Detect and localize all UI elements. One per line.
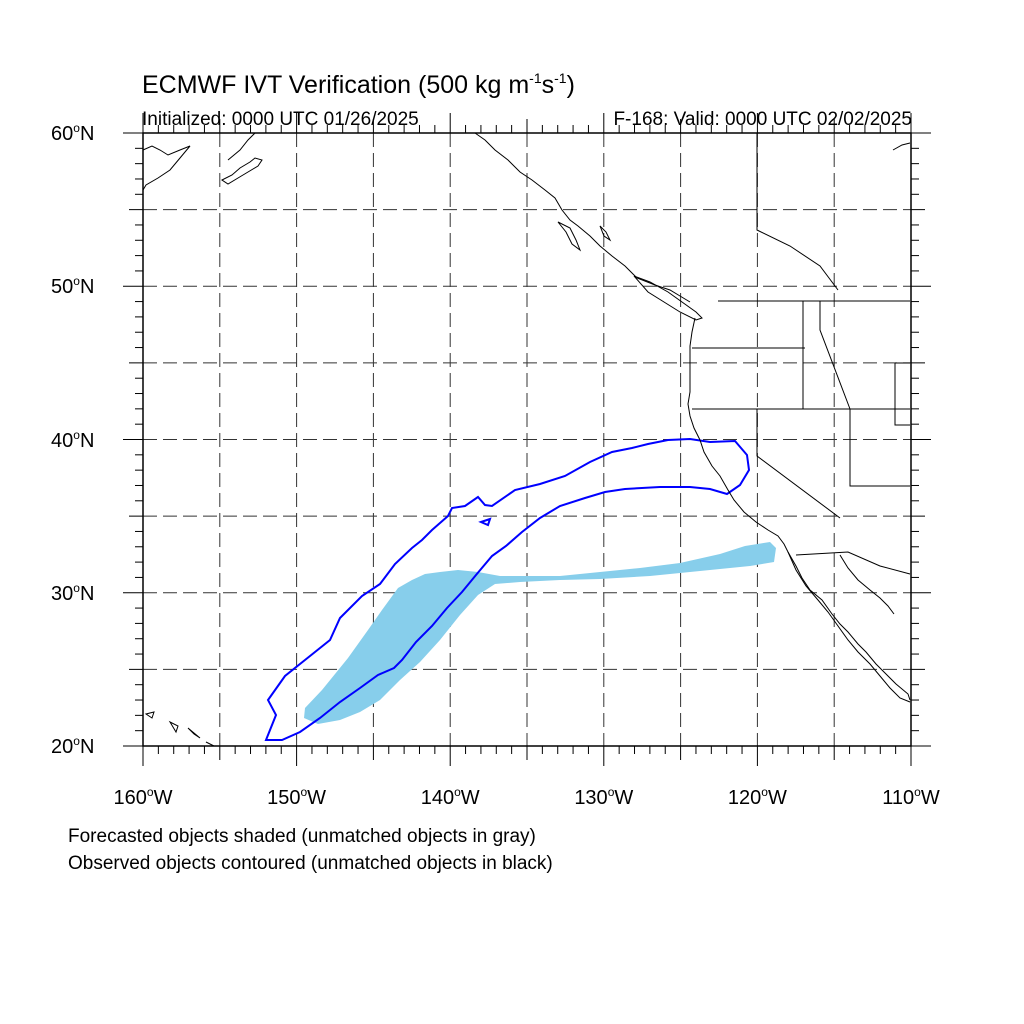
lon-label: 120oW <box>727 785 787 809</box>
lon-label: 150oW <box>267 785 327 809</box>
coastlines-borders <box>142 132 911 747</box>
valid-time: F-168: Valid: 0000 UTC 02/02/2025 <box>613 109 912 130</box>
kodiak-island <box>221 157 263 185</box>
cook-inlet-coast <box>227 132 256 161</box>
footnote-observed: Observed objects contoured (unmatched ob… <box>68 853 553 874</box>
vancouver-island <box>633 275 703 321</box>
lon-label: 130oW <box>574 785 634 809</box>
lat-label: 30oN <box>51 580 95 605</box>
bc-islands <box>557 221 612 252</box>
forecast-ivt-object <box>304 542 776 724</box>
initialized-time: Initialized: 0000 UTC 01/26/2025 <box>142 109 419 130</box>
baja-california <box>787 551 911 703</box>
southeast-alaska-coast <box>474 132 691 303</box>
axis-ticks <box>123 113 931 766</box>
nevada-border <box>756 409 910 519</box>
alaska-coast <box>142 145 191 191</box>
observed-contour-islet <box>478 517 492 527</box>
lat-label: 50oN <box>51 274 95 299</box>
lat-label: 40oN <box>51 427 95 452</box>
canada-interior-border <box>756 133 839 291</box>
lat-label: 60oN <box>51 121 95 145</box>
lon-label: 110oW <box>882 785 940 809</box>
lon-label: 140oW <box>420 785 480 809</box>
lat-label: 20oN <box>51 734 95 758</box>
montana-border <box>894 362 910 426</box>
hawaii-islands <box>144 711 215 747</box>
plot-frame <box>142 132 912 747</box>
lon-label: 160oW <box>113 785 173 809</box>
baffin-coast <box>892 142 911 151</box>
us-mexico-border <box>795 551 911 575</box>
map-title: ECMWF IVT Verification (500 kg m-1s-1) <box>142 70 575 99</box>
us-west-coast <box>687 317 911 701</box>
idaho-border <box>802 301 851 410</box>
observed-ivt-contour <box>264 437 751 741</box>
footnote-forecast: Forecasted objects shaded (unmatched obj… <box>68 826 536 847</box>
lat-lon-grid <box>143 133 911 746</box>
